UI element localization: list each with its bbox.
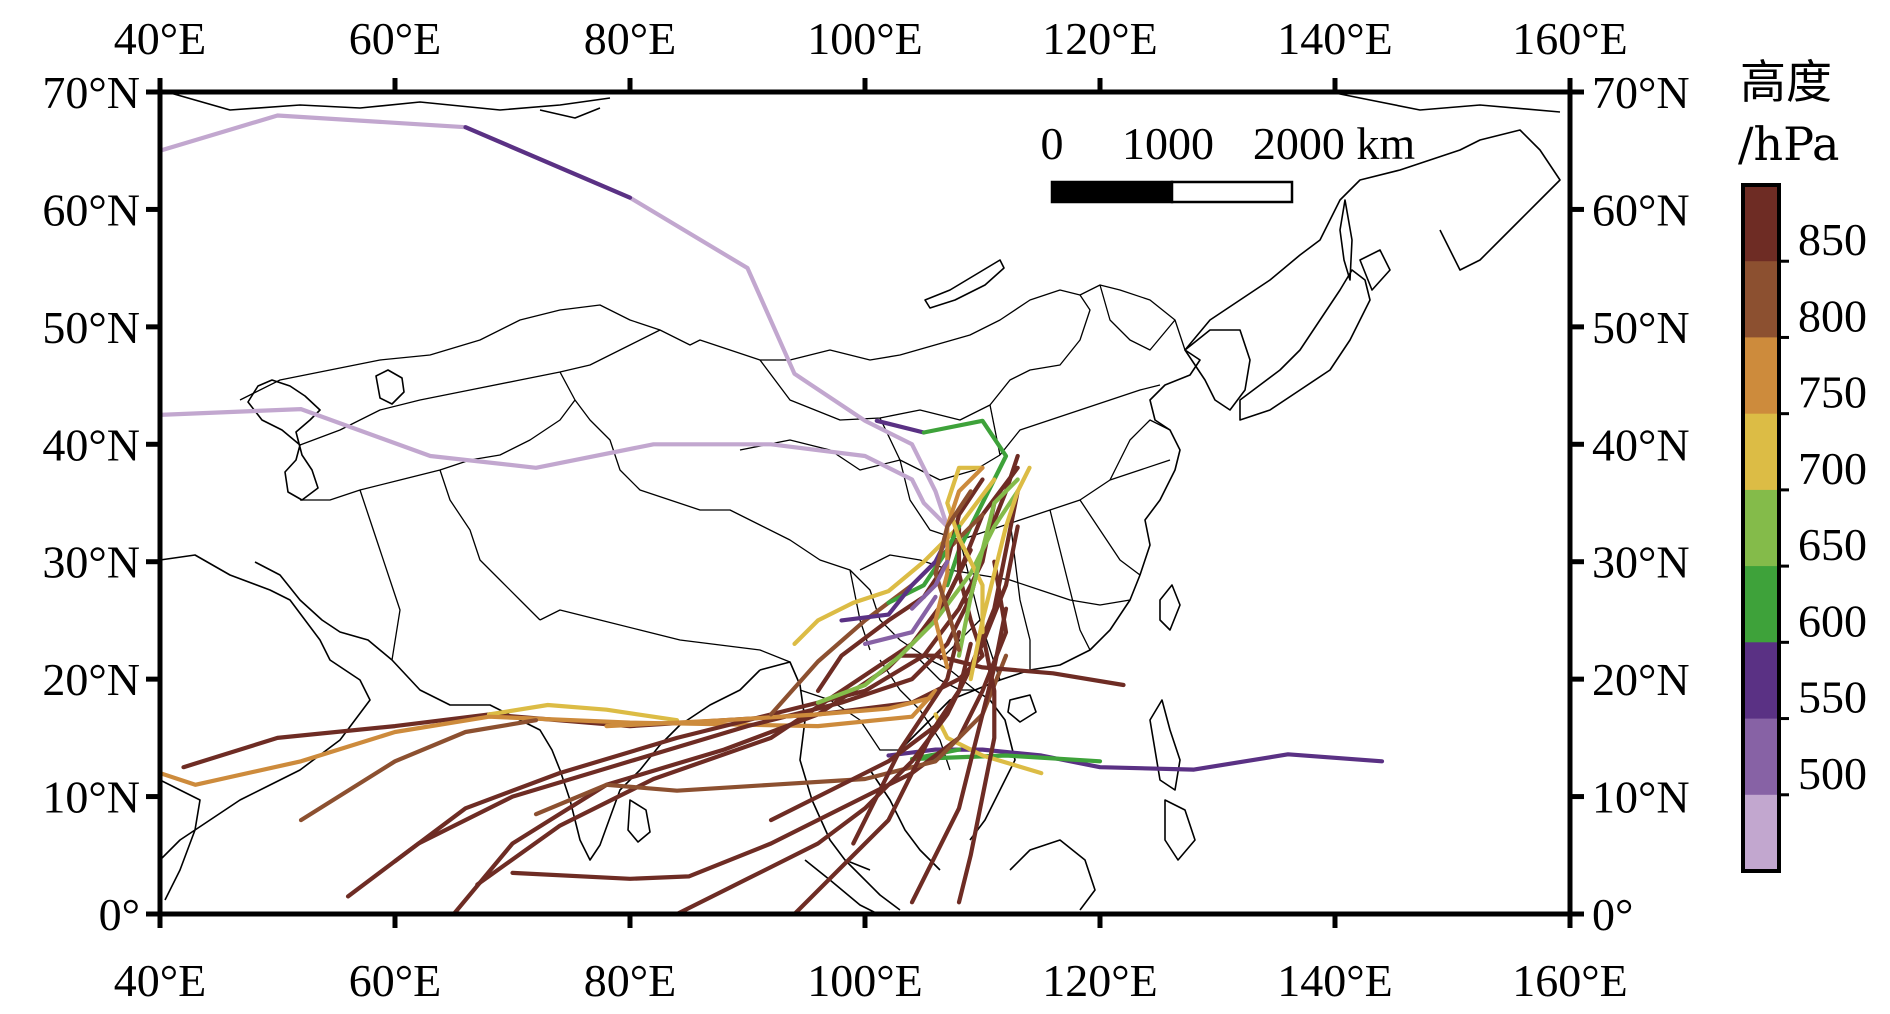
lon-label-bottom: 40°E [114, 955, 207, 1006]
trajectory-line [874, 418, 926, 435]
lat-label-left: 20°N [42, 654, 140, 705]
colorbar-cell [1743, 794, 1779, 872]
colorbar-cell [1743, 718, 1779, 796]
colorbar-tick-label: 600 [1798, 595, 1867, 646]
colorbar-tick-label: 850 [1798, 214, 1867, 265]
colorbar: 高度 /hPa 850 800 750 700 650 600 550 500 [1738, 55, 1867, 873]
scale-bar-filled [1050, 180, 1174, 204]
trajectory-line [160, 407, 950, 529]
trajectory-line [298, 718, 539, 823]
colorbar-ticks: 850 800 750 700 650 600 550 500 [1779, 214, 1867, 799]
lat-label-left: 50°N [42, 302, 140, 353]
lon-label-top: 140°E [1277, 13, 1393, 64]
trajectory-group [160, 113, 1385, 914]
colorbar-tick-label: 750 [1798, 367, 1867, 418]
lon-label-top: 120°E [1042, 13, 1158, 64]
trajectory-line [486, 702, 680, 723]
colorbar-cell [1743, 185, 1779, 262]
axis-ticks [146, 78, 1584, 928]
lon-label-bottom: 100°E [807, 955, 923, 1006]
country-borders [239, 284, 1186, 771]
colorbar-frame [1741, 183, 1781, 873]
lat-label-left: 70°N [42, 67, 140, 118]
trajectory-line [898, 653, 1126, 688]
colorbar-tick-label: 500 [1798, 748, 1867, 799]
lat-label-left: 10°N [42, 772, 140, 823]
scale-label-0: 0 [1041, 118, 1064, 169]
axis-labels: 40°E 40°E 60°E 60°E 80°E 80°E 100°E 100°E 120°E 1… [42, 13, 1689, 1006]
scale-bar: 0 1000 2000 km [1041, 118, 1416, 204]
trajectory-line [160, 688, 938, 787]
trajectory-line [956, 477, 1020, 658]
lat-label-left: 60°N [42, 184, 140, 235]
lon-label-bottom: 140°E [1277, 955, 1393, 1006]
trajectory-line [933, 489, 973, 652]
lon-label-top: 160°E [1512, 13, 1628, 64]
lat-label-right: 50°N [1592, 302, 1690, 353]
trajectory-line [160, 113, 950, 529]
lat-label-left: 40°N [42, 419, 140, 470]
lat-label-right: 60°N [1592, 184, 1690, 235]
lat-label-right: 30°N [1592, 537, 1690, 588]
trajectory-line [345, 453, 1020, 899]
colorbar-cell [1743, 642, 1779, 719]
trajectory-line [604, 694, 938, 729]
trajectory-line [181, 524, 985, 770]
scale-label-1000: 1000 [1122, 118, 1214, 169]
colorbar-tick-label: 650 [1798, 519, 1867, 570]
lon-label-top: 80°E [584, 13, 677, 64]
lon-label-top: 60°E [349, 13, 442, 64]
base-map [160, 92, 1561, 914]
map-frame [157, 89, 1573, 917]
lat-label-right: 20°N [1592, 654, 1690, 705]
lat-label-right: 70°N [1592, 67, 1690, 118]
colorbar-title-line1: 高度 [1740, 55, 1832, 109]
colorbar-cell [1743, 413, 1779, 491]
colorbar-cell [1743, 489, 1779, 567]
lat-label-left: 0° [99, 889, 140, 940]
colorbar-cells [1743, 185, 1779, 872]
colorbar-title-line2: /hPa [1738, 117, 1839, 171]
colorbar-tick-label: 550 [1798, 672, 1867, 723]
colorbar-cell [1743, 337, 1779, 415]
colorbar-cell [1743, 261, 1779, 338]
lat-label-right: 40°N [1592, 419, 1690, 470]
colorbar-tick-label: 700 [1798, 443, 1867, 494]
lon-label-top: 40°E [114, 13, 207, 64]
trajectory-line [463, 125, 633, 200]
trajectory-line [792, 641, 973, 914]
trajectory-line [533, 653, 1009, 817]
lat-label-right: 10°N [1592, 772, 1690, 823]
lon-label-bottom: 120°E [1042, 955, 1158, 1006]
lon-label-top: 100°E [807, 13, 923, 64]
trajectory-line [851, 630, 962, 846]
colorbar-tick-label: 800 [1798, 290, 1867, 341]
trajectory-line [886, 747, 1385, 772]
colorbar-cell [1743, 566, 1779, 643]
lon-label-bottom: 60°E [349, 955, 442, 1006]
scale-bar-empty [1170, 180, 1294, 204]
lon-label-bottom: 80°E [584, 955, 677, 1006]
trajectory-line [956, 630, 997, 905]
lon-label-bottom: 160°E [1512, 955, 1628, 1006]
trajectory-line [968, 465, 1032, 682]
trajectory-line [862, 594, 938, 647]
lat-label-left: 30°N [42, 537, 140, 588]
trajectory-line [933, 465, 985, 670]
trajectory-line [933, 712, 1044, 776]
trajectory-line [909, 559, 950, 611]
scale-label-2000: 2000 km [1253, 118, 1416, 169]
lat-label-right: 0° [1592, 889, 1633, 940]
